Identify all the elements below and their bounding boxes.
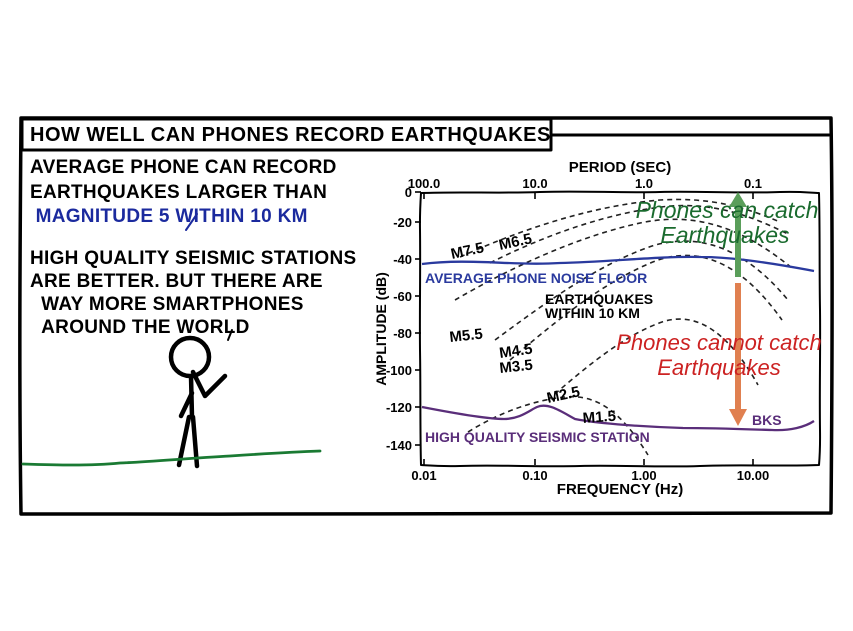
svg-text:WITHIN 10 KM: WITHIN 10 KM [545, 305, 640, 321]
svg-text:Earthquakes: Earthquakes [660, 222, 790, 248]
svg-text:100.0: 100.0 [408, 176, 441, 191]
svg-text:10.00: 10.00 [737, 468, 770, 483]
svg-text:-140: -140 [386, 438, 412, 453]
svg-text:0.10: 0.10 [522, 468, 547, 483]
svg-text:0.1: 0.1 [744, 176, 762, 191]
svg-text:Phones cannot catch: Phones cannot catch [616, 330, 821, 355]
svg-text:FREQUENCY (Hz): FREQUENCY (Hz) [557, 481, 683, 498]
svg-text:Earthquakes: Earthquakes [657, 355, 781, 380]
svg-text:-120: -120 [386, 400, 412, 415]
svg-text:M7.5: M7.5 [449, 239, 485, 263]
svg-text:M6.5: M6.5 [497, 230, 533, 254]
svg-text:-80: -80 [393, 326, 412, 341]
svg-text:Phones can catch: Phones can catch [636, 197, 819, 223]
svg-text:AMPLITUDE (dB): AMPLITUDE (dB) [373, 272, 389, 386]
svg-text:-100: -100 [386, 363, 412, 378]
svg-text:1.0: 1.0 [635, 176, 653, 191]
svg-text:-40: -40 [393, 252, 412, 267]
svg-text:BKS: BKS [752, 412, 782, 428]
svg-text:-60: -60 [393, 289, 412, 304]
svg-text:M5.5: M5.5 [449, 326, 484, 346]
svg-text:10.0: 10.0 [522, 176, 547, 191]
svg-text:HIGH QUALITY SEISMIC STATION: HIGH QUALITY SEISMIC STATION [425, 429, 650, 445]
svg-text:0.01: 0.01 [411, 468, 436, 483]
svg-text:M2.5: M2.5 [545, 383, 581, 407]
svg-text:-20: -20 [393, 215, 412, 230]
svg-text:AVERAGE PHONE NOISE FLOOR: AVERAGE PHONE NOISE FLOOR [425, 270, 647, 286]
svg-text:PERIOD (SEC): PERIOD (SEC) [569, 159, 672, 176]
svg-text:0: 0 [405, 185, 412, 200]
svg-text:M3.5: M3.5 [499, 357, 534, 377]
svg-text:M1.5: M1.5 [582, 408, 616, 427]
